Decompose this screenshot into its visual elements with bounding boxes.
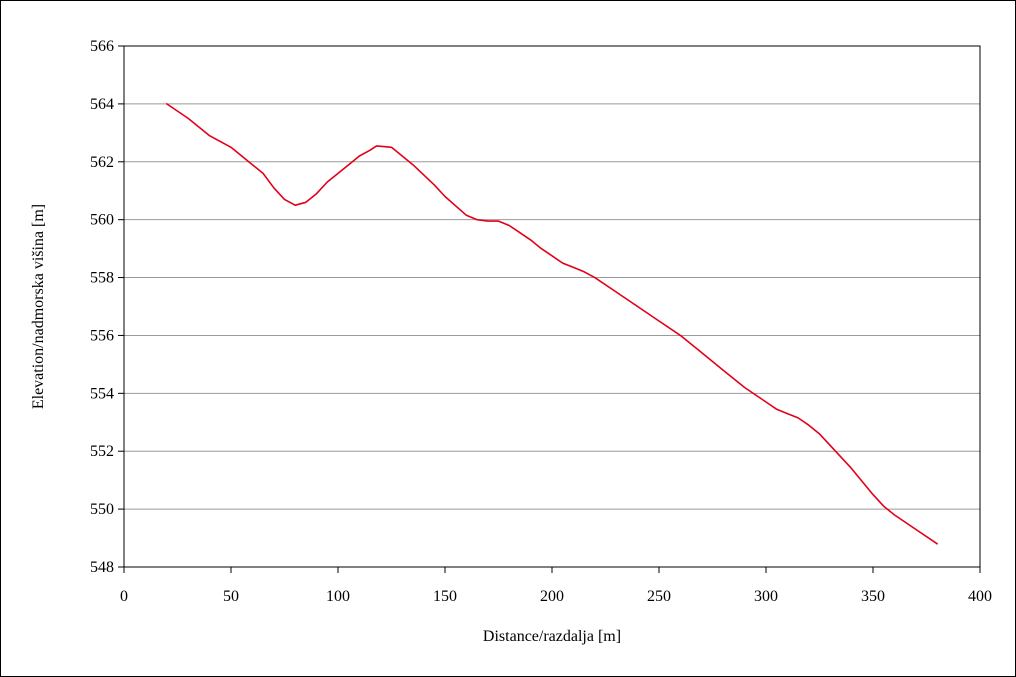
x-tick-label: 0 <box>120 588 128 605</box>
x-tick-label: 350 <box>861 588 885 605</box>
grid-lines <box>124 103 980 510</box>
y-tick-label: 562 <box>90 154 114 171</box>
x-tick-label: 150 <box>433 588 457 605</box>
y-tick-label: 550 <box>90 501 114 518</box>
y-tick-label: 566 <box>90 38 114 55</box>
x-tick-label: 200 <box>540 588 564 605</box>
y-tick-label: 564 <box>90 96 114 113</box>
y-tick-label: 554 <box>90 385 114 402</box>
x-tick-label: 250 <box>647 588 671 605</box>
x-tick-label: 100 <box>326 588 350 605</box>
y-tick-label: 560 <box>90 212 114 229</box>
y-tick-label: 556 <box>90 327 114 344</box>
plot-area <box>166 103 939 545</box>
x-axis-label: Distance/razdalja [m] <box>483 628 621 645</box>
x-tick-label: 400 <box>968 588 992 605</box>
y-tick-label: 558 <box>90 270 114 287</box>
plot-border <box>123 45 981 568</box>
y-tick-label: 548 <box>90 559 114 576</box>
x-tick-label: 300 <box>754 588 778 605</box>
x-tick-label: 50 <box>223 588 239 605</box>
y-tick-label: 552 <box>90 443 114 460</box>
y-axis-ticks: 548 550 552 554 556 558 560 562 564 566 <box>90 38 124 576</box>
x-axis-ticks: 0 50 100 150 200 250 300 350 400 <box>120 567 992 605</box>
y-axis-label: Elevation/nadmorska višina [m] <box>30 204 47 409</box>
elevation-series-line <box>166 103 939 545</box>
axes <box>123 45 981 568</box>
